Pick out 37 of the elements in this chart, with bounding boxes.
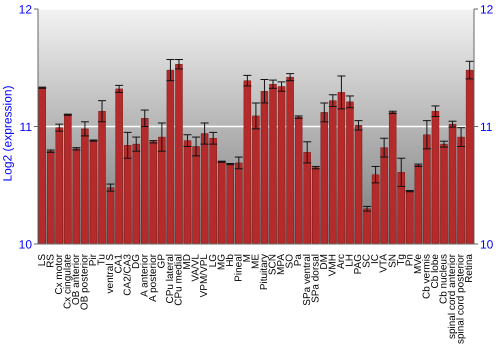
x-tick-label: Cx cingulate (62, 254, 74, 310)
y-tick-label: 11 (20, 120, 32, 134)
x-tick-label: VMH (327, 254, 338, 276)
x-tick-label: MVe (412, 254, 424, 274)
x-tick-label: VTA (378, 254, 390, 273)
x-tick-label: spinal cord posterior (456, 253, 467, 344)
x-tick-label: Pineal (233, 254, 244, 282)
y-tick-label: 10 (18, 237, 32, 252)
x-tick-label: OB posterior (80, 253, 91, 310)
x-tick-label: RS (45, 254, 56, 268)
x-tick-label: CA2/CA3 (122, 254, 134, 296)
y2-tick-label: 11 (480, 120, 493, 134)
x-tick-label: SPa dorsal (310, 254, 322, 303)
x-tick-label: Arc (336, 254, 347, 269)
x-tick-label: Hb (224, 254, 236, 267)
y-axis-title: Log2 (expression) (0, 85, 14, 182)
x-tick-label: CA1 (114, 254, 125, 274)
x-tick-label: SN (387, 254, 398, 268)
x-tick-label: GP (156, 254, 168, 268)
x-tick-label: Pa (293, 254, 304, 266)
x-tick-label: Pn (404, 254, 416, 266)
y-tick-label: 12 (18, 2, 32, 16)
x-tick-label: DM (318, 254, 330, 270)
x-tick-label: A anterior (139, 253, 150, 297)
x-tick-label: DG (130, 254, 142, 269)
x-tick-label: ME (250, 254, 262, 269)
x-tick-label: Retina (464, 254, 476, 283)
x-tick-label: VPM/VPL (199, 254, 210, 298)
x-tick-label: OB anterior (70, 253, 82, 306)
x-tick-label: A posterior (148, 253, 159, 302)
x-tick-label: LS (36, 254, 48, 266)
y2-tick-label: 12 (480, 2, 494, 16)
x-tick-label: Tg (396, 254, 407, 266)
x-tick-label: LG (208, 254, 219, 268)
y2-tick-label: 10 (480, 237, 494, 252)
x-tick-label: Pituitary (259, 254, 270, 290)
x-tick-label: M (242, 254, 253, 262)
